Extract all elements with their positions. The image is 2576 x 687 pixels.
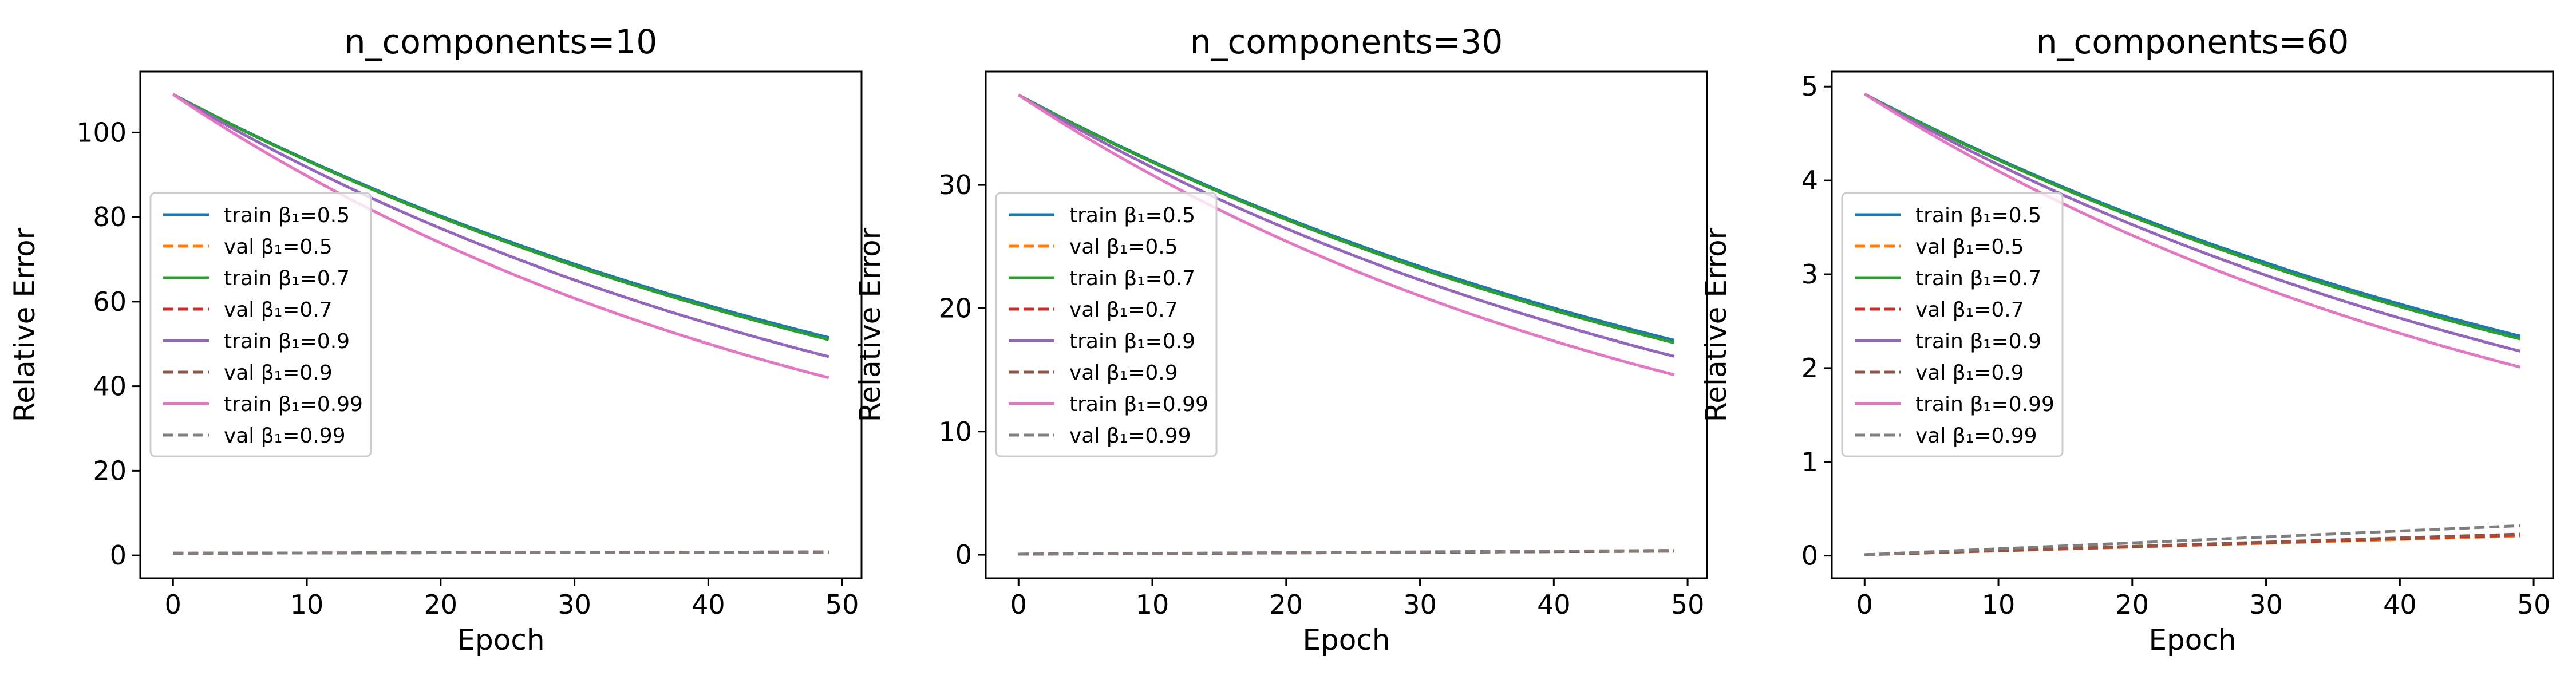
y-tick-label: 40 [93,371,127,402]
chart-title: n_components=10 [345,22,658,61]
y-tick-label: 80 [93,202,127,232]
axes-frame [1831,70,2554,579]
x-tick-label: 40 [692,589,725,620]
y-tick-label: 5 [1801,71,1818,102]
series-line-train-0.99 [1863,93,2521,369]
legend-item-label: train β₁=0.9 [1069,330,1195,353]
chart-title: n_components=30 [1190,22,1503,61]
series-line-train-0.99 [172,93,829,380]
y-tick-label: 1 [1801,447,1818,477]
axes-frame [985,70,1708,579]
y-axis-label: Relative Error [1700,227,1733,422]
series-line-train-0.9 [1018,93,1675,358]
legend-item-label: train β₁=0.9 [1915,330,2041,353]
legend-item-label: val β₁=0.9 [1915,361,2024,385]
x-axis-label: Epoch [1302,623,1390,657]
legend-item-label: train β₁=0.5 [1915,204,2041,227]
legend-item-label: val β₁=0.99 [1069,424,1191,448]
legend-item-label: val β₁=0.5 [1069,235,1178,259]
legend-item-label: val β₁=0.9 [224,361,333,385]
x-tick-label: 30 [1403,589,1437,620]
legend: train β₁=0.5 val β₁=0.5 train β₁=0.7 val β₁… [1841,192,2064,457]
y-tick-label: 30 [938,169,972,200]
x-axis-label: Epoch [2148,623,2236,657]
legend-box [1841,192,2064,457]
y-tick-label: 0 [110,540,127,571]
x-tick-label: 30 [2249,589,2283,620]
x-axis-label: Epoch [457,623,544,657]
legend-item-label: train β₁=0.7 [1069,267,1195,290]
legend-item-label: val β₁=0.5 [224,235,333,259]
y-axis-label: Relative Error [8,227,41,422]
legend-item-label: val β₁=0.7 [1915,298,2024,322]
chart-panel-1: 0 10 20 30 40 50 0 10 20 30 n_components=30 Epoch Re… [854,22,1708,657]
plot-area [172,93,829,555]
x-tick-label: 50 [1671,589,1705,620]
plot-area [1017,93,1675,556]
y-axis-label: Relative Error [854,227,887,422]
chart-panel-2: 0 10 20 30 40 50 0 1 2 3 4 5 n_components=60 Epoch Rel… [1700,22,2554,657]
chart-panel-0: 0 10 20 30 40 50 0 20 40 60 80 100 n_components=10 Ep… [8,22,863,657]
y-tick-label: 4 [1801,165,1818,196]
legend-item-label: train β₁=0.5 [1069,204,1195,227]
series-line-train-0.7 [1018,93,1675,345]
chart-title: n_components=60 [2036,22,2349,61]
series-line-val-0.99 [1864,524,2520,556]
x-tick-label: 0 [1856,589,1873,620]
legend-item-label: train β₁=0.99 [224,393,363,416]
x-tick-label: 20 [424,589,458,620]
y-tick-label: 10 [938,416,972,447]
x-tick-label: 20 [1270,589,1303,620]
y-tick-label: 2 [1801,353,1818,384]
series-line-val-0.99 [1018,549,1674,556]
legend-item-label: val β₁=0.7 [224,298,333,322]
legend-item-label: val β₁=0.5 [1915,235,2024,259]
legend: train β₁=0.5 val β₁=0.5 train β₁=0.7 val β₁… [995,192,1218,457]
legend-box [995,192,1218,457]
legend-item-label: train β₁=0.5 [224,204,350,227]
x-tick-label: 40 [2383,589,2417,620]
x-tick-label: 50 [2517,589,2551,620]
legend-box [149,192,372,457]
x-tick-label: 20 [2116,589,2150,620]
x-tick-label: 50 [825,589,859,620]
series-line-train-0.99 [1017,93,1675,377]
legend-item-label: val β₁=0.9 [1069,361,1178,385]
axes-frame [139,70,863,579]
series-line-train-0.9 [172,93,829,358]
x-tick-label: 10 [1136,589,1170,620]
plot-area [1863,93,2521,556]
legend-item-label: train β₁=0.99 [1069,393,1208,416]
legend-item-label: train β₁=0.7 [224,267,350,290]
y-tick-label: 20 [938,293,972,323]
legend-item-label: val β₁=0.99 [1915,424,2037,448]
y-tick-label: 3 [1801,259,1818,290]
legend-item-label: train β₁=0.7 [1915,267,2041,290]
y-tick-label: 20 [93,455,127,486]
x-tick-label: 30 [558,589,591,620]
legend-item-label: val β₁=0.99 [224,424,346,448]
x-tick-label: 40 [1537,589,1571,620]
x-tick-label: 0 [1010,589,1027,620]
series-line-train-0.7 [1864,93,2521,341]
x-tick-label: 0 [165,589,181,620]
x-tick-label: 10 [290,589,324,620]
y-tick-label: 100 [76,117,127,148]
y-tick-label: 0 [955,539,972,570]
y-tick-label: 60 [93,286,127,317]
legend: train β₁=0.5 val β₁=0.5 train β₁=0.7 val β₁… [149,192,372,457]
legend-item-label: train β₁=0.9 [224,330,350,353]
series-line-train-0.7 [172,93,829,341]
x-tick-label: 10 [1982,589,2016,620]
series-line-train-0.9 [1864,93,2521,353]
legend-item-label: val β₁=0.7 [1069,298,1178,322]
legend-item-label: train β₁=0.99 [1915,393,2055,416]
series-line-val-0.99 [173,550,829,555]
y-tick-label: 0 [1801,540,1818,571]
